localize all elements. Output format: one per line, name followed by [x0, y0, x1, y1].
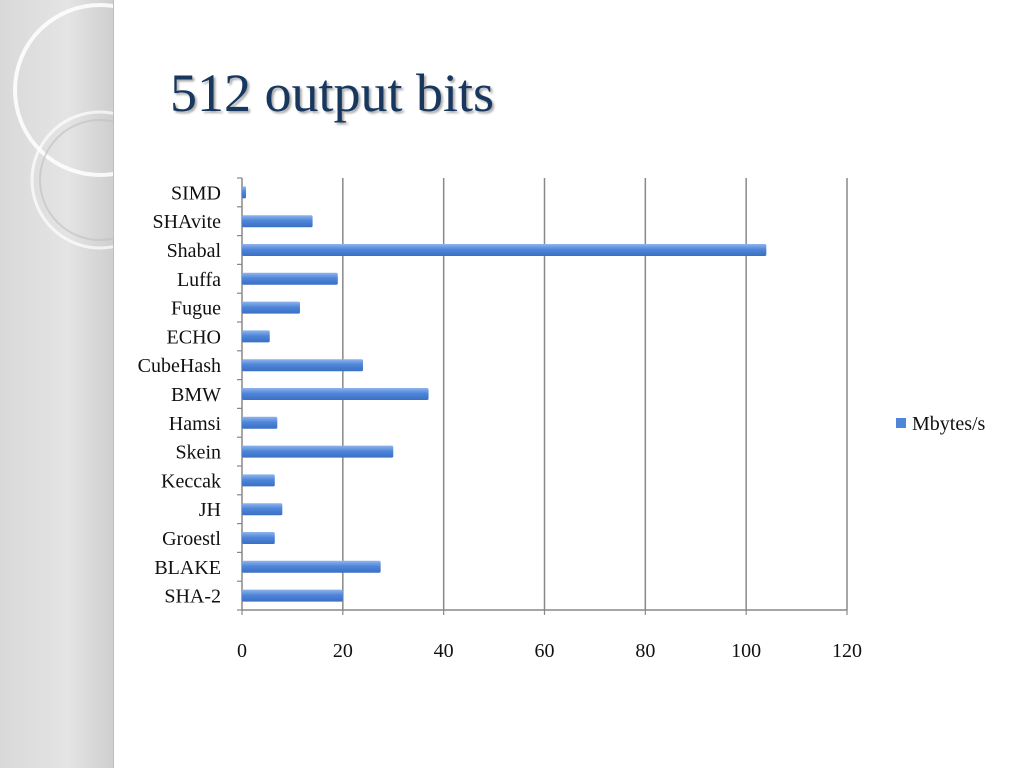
decorative-side-panel [0, 0, 114, 768]
category-label: Fugue [171, 298, 221, 320]
x-tick-label: 120 [832, 640, 862, 662]
category-label: Shabal [167, 240, 222, 262]
category-label: Keccak [161, 470, 221, 492]
bar-keccak [242, 474, 275, 487]
legend-label: Mbytes/s [912, 413, 986, 435]
category-label: SIMD [171, 182, 221, 204]
x-tick-label: 40 [434, 640, 454, 662]
legend-swatch [896, 418, 906, 428]
category-label: BMW [171, 384, 221, 406]
bar-blake [242, 560, 381, 573]
bar-fugue [242, 301, 300, 314]
category-label: CubeHash [138, 355, 221, 377]
category-label: SHA-2 [164, 586, 221, 608]
x-tick-label: 100 [731, 640, 761, 662]
category-label: Hamsi [169, 413, 222, 435]
bars [242, 186, 767, 602]
x-tick-label: 60 [535, 640, 555, 662]
category-label: Groestl [162, 528, 221, 550]
bar-jh [242, 503, 283, 516]
slide-title: 512 output bits [170, 63, 495, 123]
bar-cubehash [242, 359, 363, 372]
x-tick-label: 80 [635, 640, 655, 662]
category-labels: SIMD SHAvite Shabal Luffa Fugue ECHO CubeHash B… [138, 182, 222, 607]
bar-bmw [242, 388, 429, 400]
bar-hamsi [242, 416, 278, 429]
category-label: BLAKE [154, 557, 221, 579]
bar-shabal [242, 244, 767, 256]
legend: Mbytes/s [896, 413, 986, 435]
bar-luffa [242, 272, 338, 285]
bar-echo [242, 330, 270, 343]
category-label: JH [199, 499, 221, 521]
bar-sha-2 [242, 589, 343, 602]
category-label: ECHO [167, 326, 221, 348]
x-axis-tick-labels: 0 20 40 60 80 100 120 [237, 640, 862, 662]
x-tick-label: 20 [333, 640, 353, 662]
category-label: Skein [175, 442, 221, 464]
category-label: Luffa [177, 269, 221, 291]
decorative-circles [13, 3, 113, 250]
bar-skein [242, 445, 394, 458]
category-label: SHAvite [152, 211, 221, 233]
bar-groestl [242, 532, 275, 544]
x-tick-label: 0 [237, 640, 247, 662]
bar-simd [242, 186, 247, 199]
bar-shavite [242, 215, 313, 228]
